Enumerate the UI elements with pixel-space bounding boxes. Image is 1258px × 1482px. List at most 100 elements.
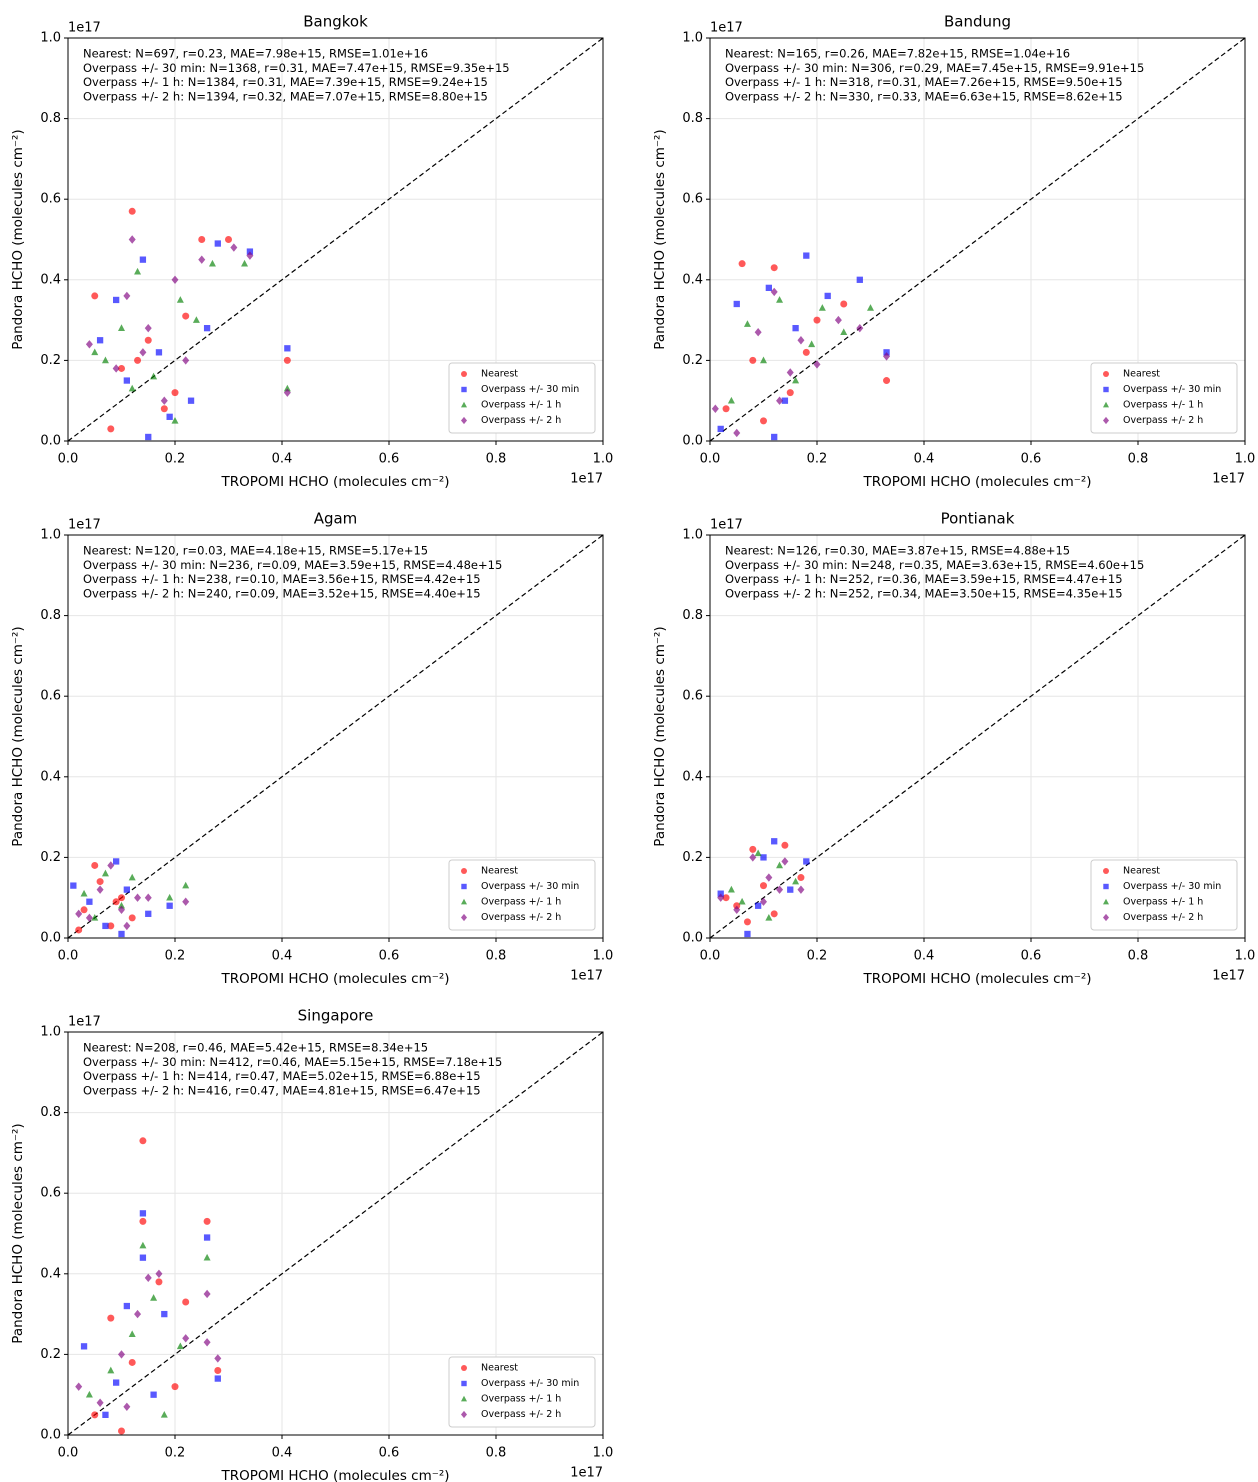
data-point	[150, 1294, 158, 1301]
data-point	[139, 1210, 147, 1217]
data-point	[134, 893, 142, 902]
data-point	[112, 364, 120, 373]
data-point	[118, 930, 125, 938]
x-tick-label: 0.4	[272, 1446, 293, 1461]
axes-frame	[709, 37, 1246, 442]
data-point	[198, 236, 206, 243]
data-point	[230, 243, 238, 252]
y-tick-label: 0.8	[40, 608, 61, 623]
x-tick-label: 0.2	[165, 949, 186, 964]
data-point	[743, 918, 751, 926]
y-tick-label: 0.2	[40, 1347, 61, 1362]
data-point	[134, 356, 142, 364]
legend-label: Overpass +/- 30 min	[481, 384, 579, 395]
chart-title: Pontianak	[941, 510, 1015, 528]
data-point	[128, 914, 136, 922]
stats-annotation: Overpass +/- 2 h: N=330, r=0.33, MAE=6.6…	[725, 89, 1123, 103]
data-point	[781, 841, 789, 849]
data-point	[776, 885, 784, 894]
legend-label: Overpass +/- 30 min	[481, 881, 579, 892]
stats-annotation: Overpass +/- 30 min: N=1368, r=0.31, MAE…	[83, 61, 510, 75]
data-point	[112, 898, 120, 906]
legend-label: Overpass +/- 30 min	[1123, 881, 1221, 892]
data-point	[776, 396, 784, 405]
x-tick-label: 0.8	[1128, 949, 1149, 964]
data-point	[883, 377, 891, 385]
data-point	[754, 849, 762, 857]
data-point	[203, 325, 211, 332]
legend-marker	[461, 868, 467, 874]
stats-annotation: Overpass +/- 1 h: N=238, r=0.10, MAE=3.5…	[83, 572, 481, 586]
data-point	[241, 259, 249, 267]
x-tick-label: 0.2	[807, 452, 828, 467]
data-point	[738, 897, 746, 905]
data-point	[803, 858, 810, 865]
y-tick-label: 0.0	[40, 931, 61, 946]
data-point	[75, 909, 83, 919]
axes-frame	[67, 37, 604, 442]
y-tick-label: 0.2	[40, 850, 61, 865]
data-point	[171, 417, 179, 424]
y-tick-label: 0.6	[682, 689, 703, 704]
x-tick-label: 0.0	[58, 452, 79, 467]
x-tick-label: 0.6	[379, 1446, 400, 1461]
data-point	[160, 1411, 168, 1418]
x-axis-label: TROPOMI HCHO (molecules cm⁻²)	[220, 1468, 449, 1482]
data-point	[733, 428, 741, 438]
data-point	[107, 922, 115, 930]
data-point	[283, 384, 291, 392]
data-point	[797, 874, 805, 882]
y-offset-label: 1e17	[68, 1015, 101, 1030]
data-point	[182, 312, 190, 320]
data-point	[781, 397, 789, 404]
data-point	[760, 417, 767, 425]
y-axis-label: Pandora HCHO (molecules cm⁻²)	[652, 129, 668, 349]
legend-marker	[461, 1380, 467, 1387]
x-tick-label: 0.2	[165, 1446, 186, 1461]
legend-marker	[461, 1365, 467, 1371]
data-point	[754, 327, 762, 337]
y-axis-label: Pandora HCHO (molecules cm⁻²)	[652, 626, 668, 846]
data-point	[91, 861, 99, 869]
x-tick-label: 0.0	[700, 949, 721, 964]
data-point	[166, 893, 174, 901]
stats-annotation: Nearest: N=697, r=0.23, MAE=7.98e+15, RM…	[83, 47, 428, 61]
data-point	[176, 1342, 184, 1350]
data-point	[96, 1398, 104, 1407]
data-point	[182, 881, 190, 889]
legend-marker	[1103, 913, 1109, 922]
data-point	[208, 259, 216, 267]
data-point	[113, 296, 120, 304]
y-tick-label: 0.6	[40, 689, 61, 704]
stats-annotation: Overpass +/- 1 h: N=252, r=0.36, MAE=3.5…	[725, 572, 1123, 586]
data-point	[85, 913, 93, 923]
y-tick-label: 1.0	[682, 31, 703, 46]
data-point	[760, 882, 767, 890]
y-axis-label: Pandora HCHO (molecules cm⁻²)	[10, 1123, 26, 1343]
data-point	[771, 838, 778, 845]
legend-marker	[1103, 898, 1109, 905]
data-point	[101, 356, 109, 364]
data-point	[733, 300, 740, 308]
x-tick-label: 0.4	[914, 452, 935, 467]
stats-annotation: Overpass +/- 30 min: N=412, r=0.46, MAE=…	[83, 1055, 502, 1069]
x-offset-label: 1e17	[1212, 472, 1245, 487]
chart-title: Singapore	[298, 1007, 374, 1025]
legend-marker	[1103, 883, 1109, 890]
data-point	[182, 356, 190, 365]
legend-marker	[1103, 401, 1109, 408]
stats-annotation: Overpass +/- 2 h: N=240, r=0.09, MAE=3.5…	[83, 586, 481, 600]
data-point	[160, 405, 168, 413]
data-point	[145, 910, 152, 917]
data-point	[727, 885, 735, 893]
x-tick-label: 1.0	[593, 452, 614, 467]
data-point	[808, 340, 816, 348]
stats-annotation: Overpass +/- 1 h: N=1384, r=0.31, MAE=7.…	[83, 75, 488, 89]
stats-annotation: Nearest: N=126, r=0.30, MAE=3.87e+15, RM…	[725, 544, 1070, 558]
data-point	[786, 368, 794, 377]
data-point	[134, 267, 142, 275]
y-tick-label: 1.0	[40, 1025, 61, 1040]
data-point	[128, 384, 136, 392]
data-point	[834, 315, 842, 325]
